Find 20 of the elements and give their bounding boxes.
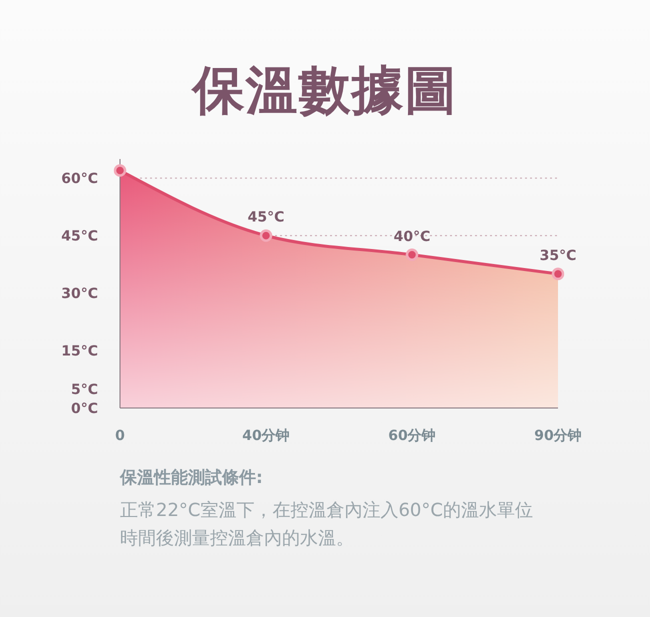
point — [406, 248, 418, 262]
x-tick-label: 60分钟 — [388, 428, 436, 444]
y-tick-label: 60°C — [61, 171, 98, 188]
text: 保溫性能測試條件: — [120, 467, 264, 489]
text: 正常22°C室溫下，在控溫倉內注入60°C的溫水單位時間後測量控溫倉內的水溫。 — [120, 499, 534, 551]
y-tick-label: 15°C — [61, 344, 98, 360]
x-tick-label: 0 — [115, 428, 126, 444]
data-label: 35°C — [540, 248, 576, 264]
chart-title: 保溫數據圖 — [190, 60, 458, 123]
point — [260, 229, 272, 242]
point — [114, 164, 126, 177]
x-tick-label: 90分钟 — [534, 428, 582, 444]
y-tick-label: 5°C — [70, 382, 98, 398]
y-tick-label: 0°C — [70, 400, 98, 417]
x-tick-label: 40分钟 — [242, 428, 290, 444]
data-label: 40°C — [394, 228, 430, 245]
y-tick-label: 45°C — [61, 228, 98, 245]
y-tick-label: 30°C — [61, 286, 98, 302]
point — [552, 268, 564, 280]
data-label: 45°C — [248, 210, 284, 226]
